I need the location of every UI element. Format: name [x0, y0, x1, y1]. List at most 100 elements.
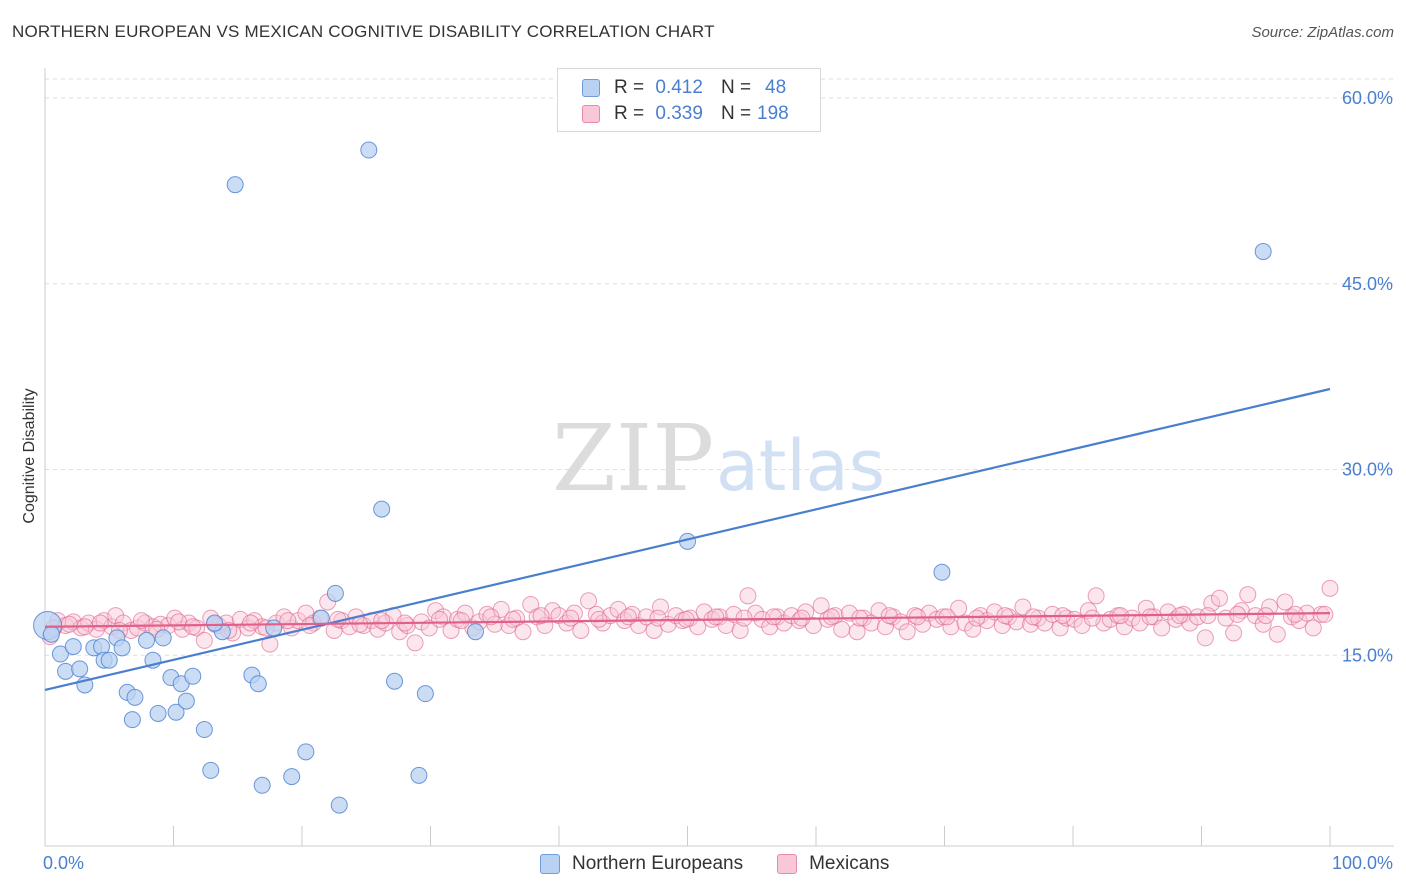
y-tick-labels: 15.0% 30.0% 45.0% 60.0% [1342, 88, 1393, 665]
data-point [1261, 598, 1279, 616]
data-point [226, 176, 244, 194]
legend-row-northern-europeans: R = 0.412 N = 48 [582, 76, 786, 100]
data-point [942, 618, 960, 636]
source-label: Source: ZipAtlas.com [1251, 24, 1394, 41]
data-point [330, 796, 348, 814]
data-point [60, 615, 78, 633]
data-point [177, 692, 195, 710]
data-point [126, 688, 144, 706]
x-tick-label: 0.0% [43, 853, 84, 873]
data-point [430, 610, 448, 628]
legend-label: Mexicans [809, 853, 890, 874]
data-point [848, 623, 866, 641]
data-point [138, 631, 156, 649]
data-point [735, 609, 753, 627]
data-point [812, 597, 830, 615]
data-point [590, 610, 608, 628]
data-point [768, 608, 786, 626]
data-point [283, 768, 301, 786]
legend-label: Northern Europeans [572, 853, 744, 874]
x-tick-label: 100.0% [1332, 853, 1393, 873]
x-tick-labels: 0.0% 100.0% [43, 853, 1393, 873]
trendlines [44, 387, 1331, 691]
y-tick-label: 15.0% [1342, 645, 1393, 665]
data-point [1199, 607, 1217, 625]
data-point [51, 645, 69, 663]
correlation-legend: R = 0.412 N = 48 R = 0.339 N = 198 [557, 68, 821, 132]
data-point [1087, 587, 1105, 605]
data-point [1014, 598, 1032, 616]
data-point [964, 620, 982, 638]
data-point [933, 563, 951, 581]
data-point [739, 587, 757, 605]
legend-r-value: 0.339 [655, 103, 703, 124]
data-point [261, 635, 279, 653]
watermark: ZIP atlas [552, 405, 885, 512]
data-point [167, 703, 185, 721]
data-point [410, 766, 428, 784]
data-point [279, 612, 297, 630]
data-point [42, 625, 60, 643]
data-point [466, 623, 484, 641]
legend-n-label: N = [720, 103, 752, 124]
data-point [1051, 619, 1069, 637]
legend-r-label: R = [614, 77, 645, 98]
trendline-northern-europeans [44, 387, 1331, 691]
data-point [514, 623, 532, 641]
data-point [968, 609, 986, 627]
data-point [1225, 624, 1243, 642]
data-point [71, 660, 89, 678]
data-point [532, 607, 550, 625]
data-point [1257, 607, 1275, 625]
data-point [1304, 619, 1322, 637]
legend-item-northern-europeans: Northern Europeans [540, 853, 743, 875]
data-point [572, 621, 590, 639]
legend-n-value: 198 [757, 103, 789, 124]
data-point [91, 614, 109, 632]
data-point [580, 592, 598, 610]
data-point [1276, 593, 1294, 611]
data-point [765, 608, 783, 626]
data-point [253, 776, 271, 794]
axes [44, 68, 1394, 847]
legend-swatch-pink [777, 854, 798, 874]
data-point [373, 500, 391, 518]
legend-swatch-blue [582, 79, 600, 97]
data-point [184, 618, 202, 636]
data-point [360, 141, 378, 159]
y-axis-label: Cognitive Disability [21, 388, 38, 523]
data-point [711, 608, 729, 626]
data-point [100, 651, 118, 669]
legend-n-value: 48 [765, 77, 787, 98]
data-point [1316, 605, 1334, 623]
data-point [154, 629, 172, 647]
data-point [707, 608, 725, 626]
legend-swatch-blue [540, 854, 560, 874]
series-legend: Northern Europeans Mexicans [540, 852, 923, 876]
y-tick-label: 30.0% [1342, 460, 1393, 480]
data-point [562, 609, 580, 627]
data-point [1254, 243, 1272, 261]
data-point [326, 584, 344, 602]
data-point [482, 608, 500, 626]
data-point [649, 609, 667, 627]
legend-item-mexicans: Mexicans [777, 853, 889, 875]
y-tick-label: 45.0% [1342, 274, 1393, 294]
series-mexicans [41, 579, 1339, 653]
data-point [149, 704, 167, 722]
data-point [132, 612, 150, 630]
data-point [202, 761, 220, 779]
data-point [1268, 625, 1286, 643]
data-point [416, 685, 434, 703]
y-tick-label: 60.0% [1342, 88, 1393, 108]
series-northern-europeans [33, 141, 1272, 814]
data-point [195, 721, 213, 739]
data-point [1321, 579, 1339, 597]
data-point [57, 662, 75, 680]
data-point [398, 617, 416, 635]
data-point [822, 608, 840, 626]
data-point [113, 639, 131, 657]
legend-row-mexicans: R = 0.339 N = 198 [582, 102, 789, 126]
data-point [242, 614, 260, 632]
